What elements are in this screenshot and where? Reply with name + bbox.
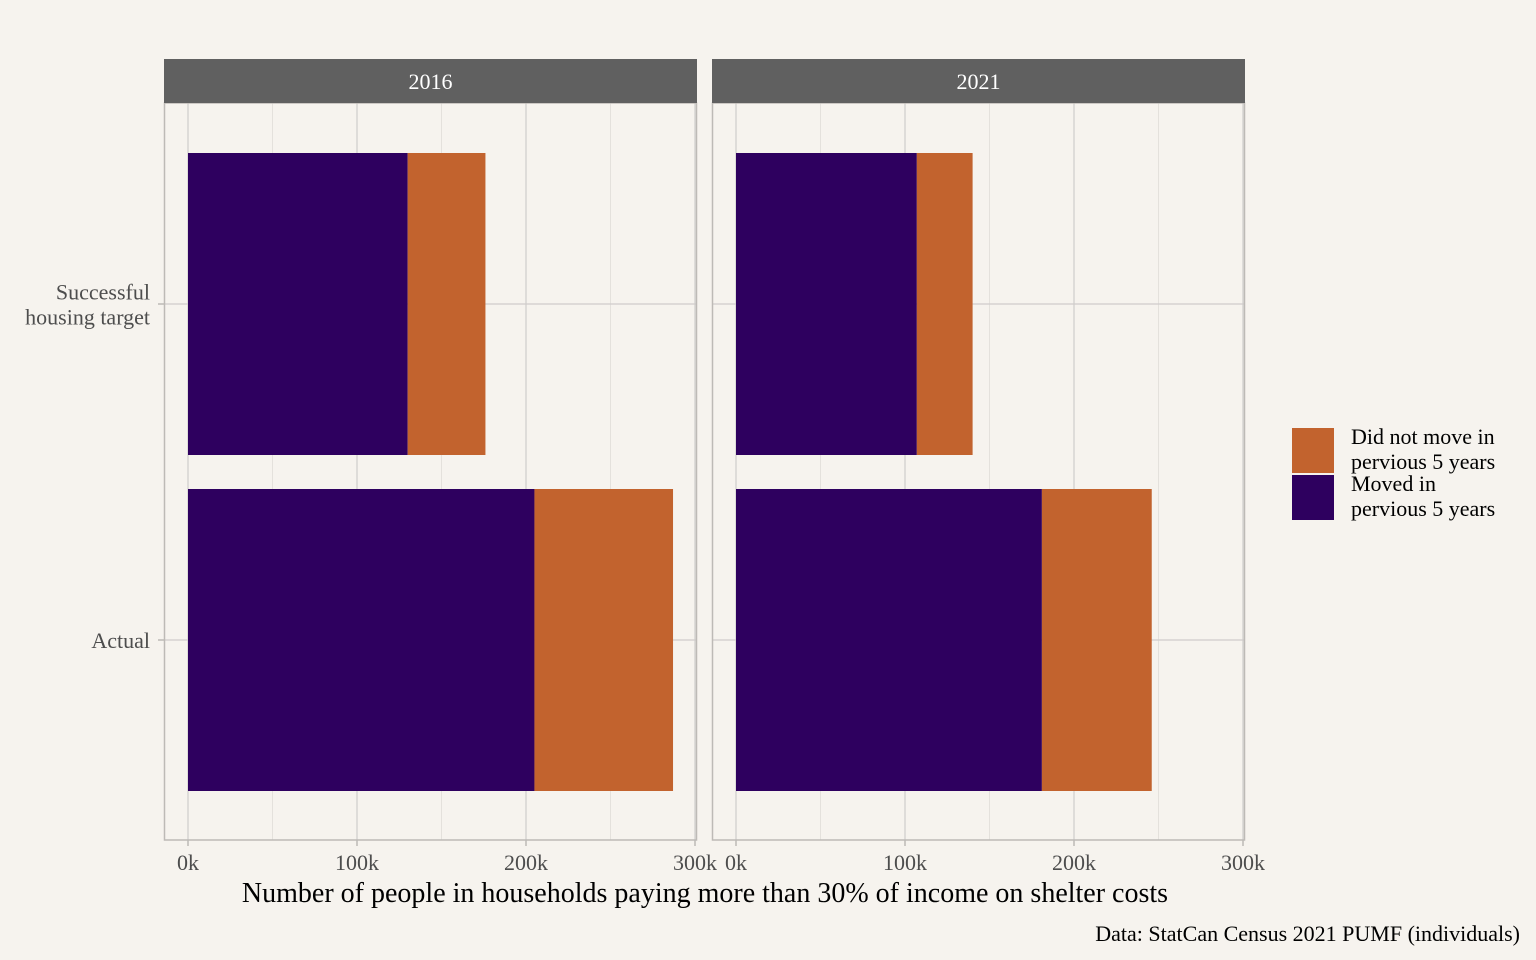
y-tick-label: Actual [91,628,150,653]
x-tick-label: 300k [1221,850,1265,875]
chart-caption: Data: StatCan Census 2021 PUMF (individu… [1095,921,1520,946]
legend-key-0 [1292,428,1334,473]
bar-2021-cat1-series1 [1041,489,1152,791]
bar-2016-cat1-series0 [188,489,535,791]
x-tick-label: 100k [883,850,927,875]
facet-strip-label: 2021 [957,69,1001,94]
x-tick-label: 0k [177,850,199,875]
bar-2016-cat1-series1 [534,489,674,791]
legend-key-1 [1292,475,1334,520]
y-tick-label: Successful housing target [25,280,150,330]
bar-2021-cat0-series0 [736,153,917,455]
x-tick-label: 200k [504,850,548,875]
facet-strip-label: 2016 [409,69,453,94]
facet-strip [164,59,697,103]
bar-2016-cat0-series1 [407,153,486,455]
legend-label-1: Moved in pervious 5 years [1351,471,1495,521]
facet-panels: 2016 0k 100k 200k 300k 2021 0k 100k 200k 300k [163,59,1265,875]
y-axis: Successful housing target Actual [25,280,164,653]
x-tick-label: 100k [335,850,379,875]
x-tick-label: 200k [1052,850,1096,875]
facet-panel-2021: 2021 0k 100k 200k 300k [711,59,1265,875]
bar-2016-cat0-series0 [188,153,408,455]
bar-2021-cat1-series0 [736,489,1042,791]
x-tick-label: 300k [673,850,717,875]
facet-strip [712,59,1245,103]
x-tick-label: 0k [725,850,747,875]
legend-label-0: Did not move in pervious 5 years [1351,424,1495,474]
bar-2021-cat0-series1 [916,153,973,455]
x-axis-title: Number of people in households paying mo… [242,878,1168,909]
facet-panel-2016: 2016 0k 100k 200k 300k [163,59,717,875]
